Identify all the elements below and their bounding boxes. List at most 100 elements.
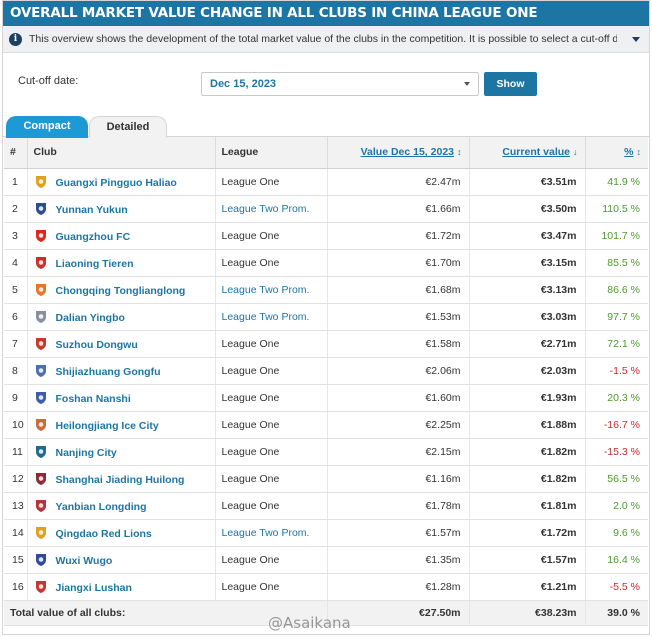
club-cell[interactable]: Nanjing City [27, 438, 216, 466]
tab-compact[interactable]: Compact [6, 116, 88, 138]
current-value-cell: €2.03m [469, 357, 586, 385]
club-crest-icon [35, 418, 46, 431]
club-cell[interactable]: Chongqing Tonglianglong [27, 276, 216, 304]
club-name-link[interactable]: Wuxi Wugo [55, 554, 113, 567]
total-row: Total value of all clubs: €27.50m €38.23… [4, 600, 648, 626]
value-cell: €2.06m [327, 357, 470, 385]
sort-icon: ↕ [457, 147, 462, 158]
current-value-cell: €3.47m [469, 222, 586, 250]
table-row: 15 Wuxi Wugo League One €1.35m €1.57m 16.4 % [4, 546, 648, 574]
league-cell: League One [215, 573, 328, 601]
table-row: 9 Foshan Nanshi League One €1.60m €1.93m 20.3… [4, 384, 648, 412]
pct-cell: 20.3 % [585, 384, 648, 412]
value-cell: €1.28m [327, 573, 470, 601]
club-cell[interactable]: Heilongjiang Ice City [27, 411, 216, 439]
club-name-link[interactable]: Dalian Yingbo [55, 311, 125, 324]
current-value-cell: €1.21m [469, 573, 586, 601]
current-value-cell: €1.93m [469, 384, 586, 412]
club-crest-icon [35, 580, 46, 593]
cutoff-date-select[interactable]: Dec 15, 2023 [201, 72, 479, 96]
club-name-link[interactable]: Chongqing Tonglianglong [55, 284, 186, 297]
rank-cell: 3 [4, 222, 28, 250]
tab-detailed[interactable]: Detailed [89, 116, 167, 138]
col-current-label: Current value [502, 146, 570, 159]
col-num: # [4, 137, 28, 169]
club-name-link[interactable]: Guangzhou FC [55, 230, 131, 243]
chevron-down-icon[interactable] [632, 37, 640, 42]
club-cell[interactable]: Qingdao Red Lions [27, 519, 216, 547]
league-cell: League One [215, 411, 328, 439]
league-cell[interactable]: League Two Prom. [215, 303, 328, 331]
league-cell: League One [215, 357, 328, 385]
club-cell[interactable]: Guangzhou FC [27, 222, 216, 250]
club-cell[interactable]: Liaoning Tieren [27, 249, 216, 277]
club-cell[interactable]: Wuxi Wugo [27, 546, 216, 574]
club-cell[interactable]: Suzhou Dongwu [27, 330, 216, 358]
club-cell[interactable]: Foshan Nanshi [27, 384, 216, 412]
rank-cell: 1 [4, 168, 28, 196]
pct-cell: 72.1 % [585, 330, 648, 358]
club-cell[interactable]: Jiangxi Lushan [27, 573, 216, 601]
rank-cell: 16 [4, 573, 28, 601]
club-name-link[interactable]: Foshan Nanshi [55, 392, 131, 405]
value-cell: €1.16m [327, 465, 470, 493]
rank-cell: 15 [4, 546, 28, 574]
rank-cell: 9 [4, 384, 28, 412]
league-cell[interactable]: League Two Prom. [215, 519, 328, 547]
club-name-link[interactable]: Suzhou Dongwu [55, 338, 138, 351]
club-name-link[interactable]: Shanghai Jiading Huilong [55, 473, 185, 486]
current-value-cell: €1.88m [469, 411, 586, 439]
info-text: This overview shows the development of t… [29, 33, 617, 45]
value-cell: €1.70m [327, 249, 470, 277]
value-cell: €2.25m [327, 411, 470, 439]
club-crest-icon [35, 256, 46, 269]
club-cell[interactable]: Yanbian Longding [27, 492, 216, 520]
rank-cell: 8 [4, 357, 28, 385]
club-name-link[interactable]: Qingdao Red Lions [55, 527, 152, 540]
col-pct-sort[interactable]: % ↕ [585, 137, 648, 169]
col-current-sort[interactable]: Current value ↓ [469, 137, 586, 169]
col-pct-label: % [624, 146, 634, 159]
club-name-link[interactable]: Shijiazhuang Gongfu [55, 365, 161, 378]
rank-cell: 14 [4, 519, 28, 547]
view-tabs: Compact Detailed [3, 113, 649, 138]
table-row: 2 Yunnan Yukun League Two Prom. €1.66m €3.50… [4, 195, 648, 223]
club-name-link[interactable]: Heilongjiang Ice City [55, 419, 159, 432]
league-cell[interactable]: League Two Prom. [215, 276, 328, 304]
value-cell: €1.60m [327, 384, 470, 412]
club-cell[interactable]: Guangxi Pingguo Haliao [27, 168, 216, 196]
table-header-row: # Club League Value Dec 15, 2023 ↕ Curren… [4, 137, 648, 169]
total-pct: 39.0 % [585, 600, 648, 626]
club-cell[interactable]: Dalian Yingbo [27, 303, 216, 331]
league-cell: League One [215, 546, 328, 574]
club-crest-icon [35, 175, 46, 188]
table-row: 1 Guangxi Pingguo Haliao League One €2.47m €… [4, 168, 648, 196]
pct-cell: -1.5 % [585, 357, 648, 385]
pct-cell: 86.6 % [585, 276, 648, 304]
current-value-cell: €3.03m [469, 303, 586, 331]
current-value-cell: €3.50m [469, 195, 586, 223]
total-current: €38.23m [469, 600, 586, 626]
club-name-link[interactable]: Guangxi Pingguo Haliao [55, 176, 177, 189]
pct-cell: 9.6 % [585, 519, 648, 547]
club-cell[interactable]: Shanghai Jiading Huilong [27, 465, 216, 493]
pct-cell: 2.0 % [585, 492, 648, 520]
club-cell[interactable]: Shijiazhuang Gongfu [27, 357, 216, 385]
info-bar[interactable]: i This overview shows the development of… [3, 26, 649, 53]
current-value-cell: €3.51m [469, 168, 586, 196]
club-name-link[interactable]: Jiangxi Lushan [55, 581, 132, 594]
club-cell[interactable]: Yunnan Yukun [27, 195, 216, 223]
pct-cell: 41.9 % [585, 168, 648, 196]
club-name-link[interactable]: Liaoning Tieren [55, 257, 134, 270]
club-name-link[interactable]: Yunnan Yukun [55, 203, 128, 216]
current-value-cell: €1.81m [469, 492, 586, 520]
col-value-sort[interactable]: Value Dec 15, 2023 ↕ [327, 137, 470, 169]
show-button[interactable]: Show [484, 72, 537, 96]
league-cell[interactable]: League Two Prom. [215, 195, 328, 223]
league-cell: League One [215, 249, 328, 277]
club-name-link[interactable]: Yanbian Longding [55, 500, 147, 513]
rank-cell: 13 [4, 492, 28, 520]
cutoff-row: Cut-off date: Dec 15, 2023 Show [3, 53, 649, 113]
club-name-link[interactable]: Nanjing City [55, 446, 117, 459]
